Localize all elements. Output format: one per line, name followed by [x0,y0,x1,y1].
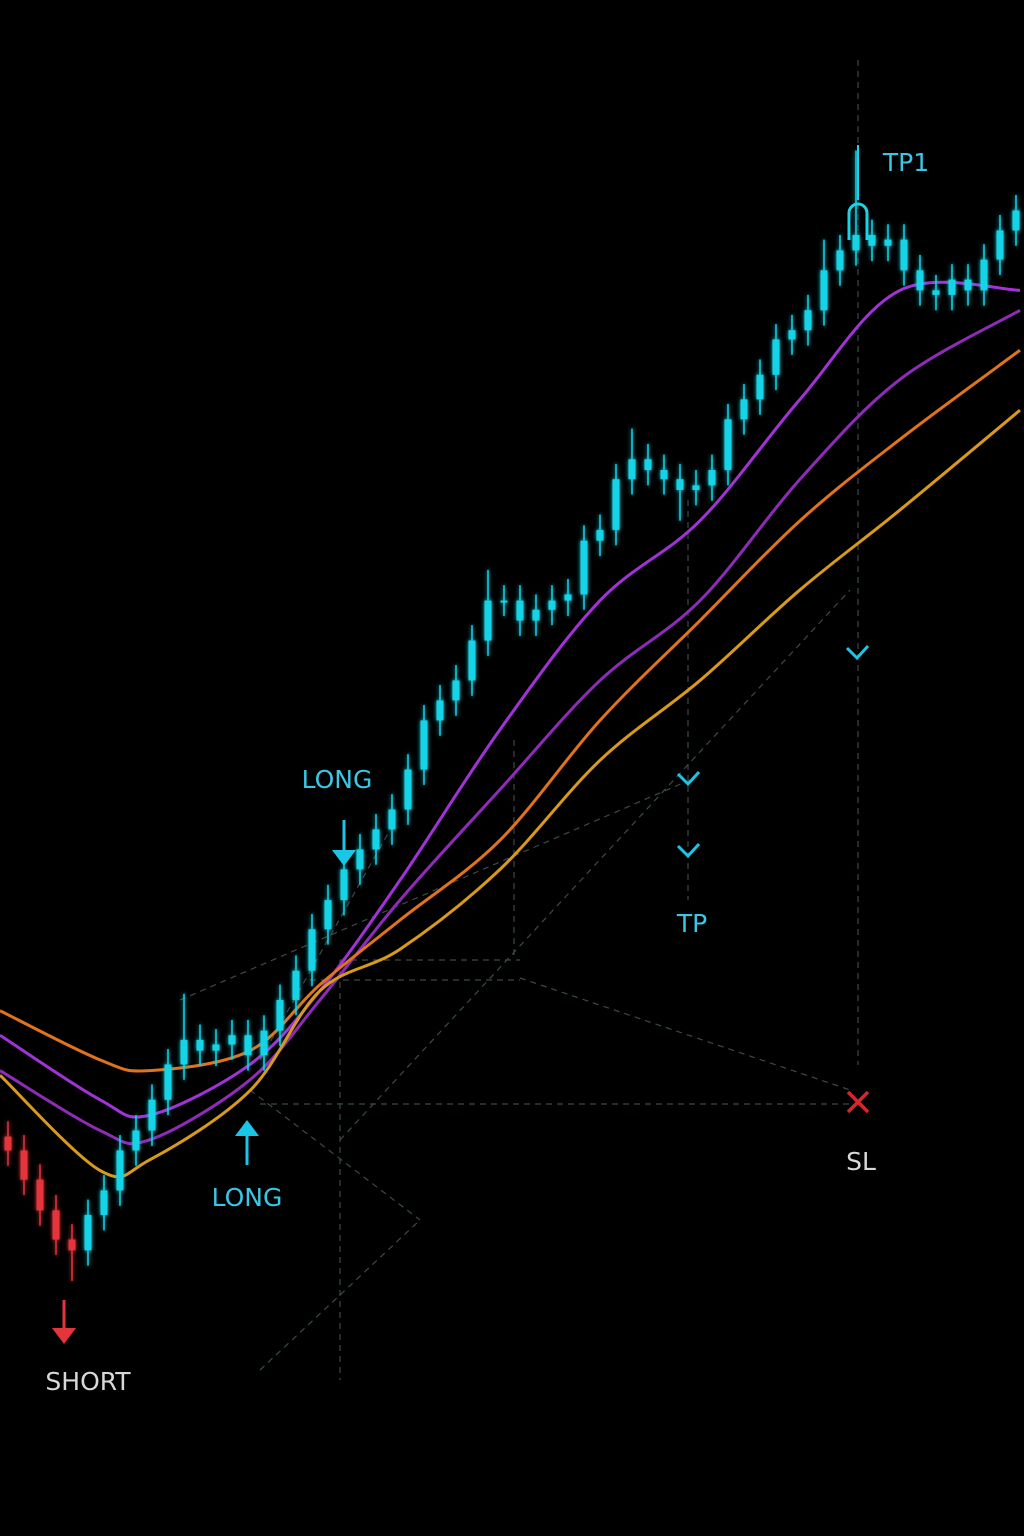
candle-body [340,869,348,901]
moving-average-line [0,408,1021,1179]
candle-body [36,1179,44,1211]
tp-label: TP [676,909,707,938]
candle-body [836,250,844,271]
candle-body [260,1030,268,1056]
labels: LONG LONG SHORT TP TP1 SL [45,148,929,1396]
candle-body [820,270,828,311]
candle-body [1012,210,1020,231]
candle-body [884,239,892,246]
candle-body [292,970,300,1000]
long-label: LONG [302,765,373,794]
moving-average-line [0,308,1021,1146]
moving-average-line [0,280,1021,1119]
candle-body [740,399,748,420]
candle-body [932,290,940,295]
candle-body [612,479,620,530]
candle-body [372,829,380,850]
guide-line [339,589,851,1141]
candle-body [244,1035,252,1056]
candle-body [548,600,556,610]
candle-body [388,809,396,830]
tp1-label: TP1 [882,148,929,177]
long-arrow-head [332,850,356,866]
guide-line [519,977,851,1091]
check-mark [676,770,701,787]
candle-body [996,230,1004,260]
candle-body [436,700,444,721]
candle-body [980,259,988,291]
stop-loss-mark [846,1090,870,1114]
candle-body [212,1044,220,1051]
candle-body [20,1150,28,1180]
candle-body [4,1136,12,1151]
candle-body [516,600,524,621]
candle-body [916,270,924,291]
moving-average-line [0,349,1021,1073]
candle-body [724,419,732,471]
candle-body [756,374,764,400]
candle-body [628,459,636,480]
candle-body [868,235,876,246]
candle-body [676,479,684,490]
guide-line [249,1089,421,1221]
candle-body [500,600,508,603]
candle-body [772,339,780,375]
candle-body [660,470,668,480]
guide-line [179,779,691,1001]
candle-body [564,594,572,601]
candle-body [164,1064,172,1100]
check-mark [845,644,870,661]
candle-body [84,1214,92,1251]
long-label: LONG [212,1183,283,1212]
candle-body [452,680,460,701]
candle-body [308,929,316,971]
markers [52,145,870,1344]
guide-line [259,1219,421,1371]
candle-body [100,1190,108,1215]
candle-body [468,640,476,681]
candle-body [132,1130,140,1151]
candle-body [644,459,652,471]
candle-body [964,279,972,291]
guides [179,60,859,1380]
candle-body [276,999,284,1031]
candle-body [420,720,428,770]
candle-body [948,279,956,295]
candle-body [52,1210,60,1240]
candle-body [708,470,716,486]
candle-body [228,1035,236,1045]
candle-body [324,900,332,930]
candle-body [356,849,364,870]
candle-body [596,529,604,541]
candle-body [484,600,492,641]
moving-averages [0,280,1021,1179]
candle-body [148,1099,156,1131]
sl-label: SL [846,1147,876,1176]
candle-body [116,1150,124,1191]
check-mark [676,842,701,859]
short-arrow-head [52,1328,76,1344]
candle-body [180,1039,188,1065]
candle-body [804,310,812,331]
candles [4,150,1020,1282]
candle-body [532,609,540,621]
short-label: SHORT [45,1367,131,1396]
candle-body [788,330,796,340]
candle-body [852,235,860,251]
candle-body [580,540,588,595]
candle-body [196,1039,204,1051]
candle-body [404,769,412,810]
candle-body [68,1239,76,1251]
long-arrow-head [235,1120,259,1136]
candle-body [900,239,908,271]
tp1-marker [847,202,869,240]
candle-body [692,485,700,490]
